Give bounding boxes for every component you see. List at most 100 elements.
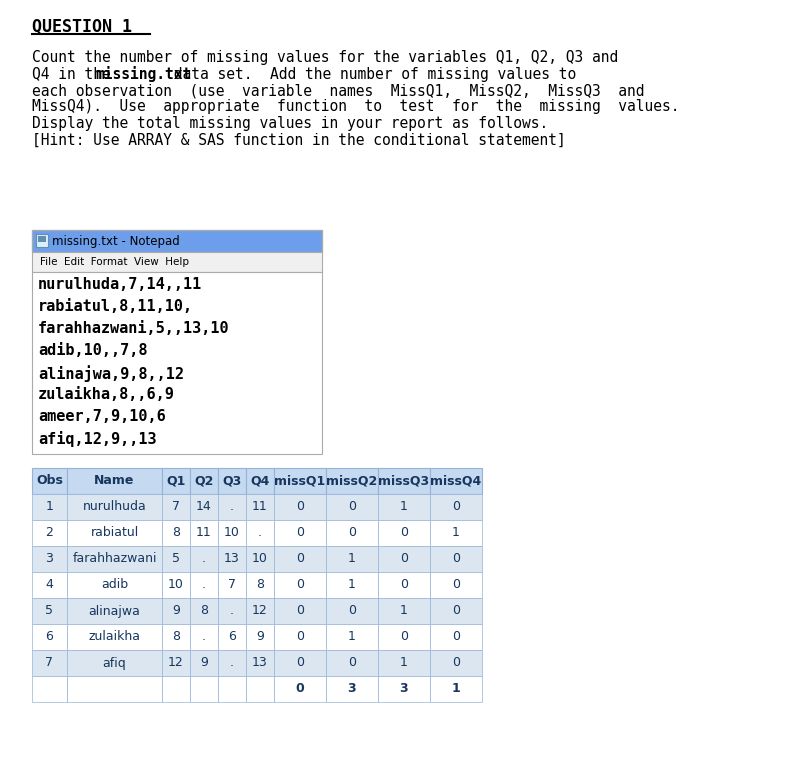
Bar [378, 650, 430, 676]
Bar [32, 230, 322, 252]
Text: 3: 3 [400, 683, 408, 695]
Text: .: . [202, 553, 206, 565]
Text: missing.txt - Notepad: missing.txt - Notepad [52, 235, 180, 247]
Bar [162, 468, 190, 494]
Bar [274, 520, 326, 546]
Bar [162, 598, 190, 624]
Bar [246, 624, 274, 650]
Bar [190, 494, 218, 520]
Text: adib: adib [101, 579, 128, 591]
Bar [218, 520, 246, 546]
Text: Name: Name [94, 475, 135, 487]
Bar [32, 494, 67, 520]
Text: 0: 0 [296, 657, 304, 669]
Text: 1: 1 [45, 500, 54, 514]
Text: 7: 7 [172, 500, 180, 514]
Text: 5: 5 [172, 553, 180, 565]
Text: 8: 8 [172, 630, 180, 644]
Bar [218, 546, 246, 572]
Text: Q2: Q2 [195, 475, 213, 487]
Text: 0: 0 [348, 526, 356, 540]
Bar [378, 468, 430, 494]
Text: missing.txt: missing.txt [96, 66, 191, 82]
Text: 3: 3 [45, 553, 54, 565]
Text: Q3: Q3 [222, 475, 242, 487]
Text: 0: 0 [452, 579, 460, 591]
Text: missQ2: missQ2 [326, 475, 378, 487]
Bar [326, 468, 378, 494]
Text: each observation  (use  variable  names  MissQ1,  MissQ2,  MissQ3  and: each observation (use variable names Mis… [32, 83, 645, 98]
Bar [32, 572, 67, 598]
Text: 0: 0 [452, 553, 460, 565]
Bar [190, 624, 218, 650]
Bar [190, 598, 218, 624]
Text: missQ3: missQ3 [379, 475, 430, 487]
Text: .: . [258, 526, 262, 540]
Text: 7: 7 [45, 657, 54, 669]
Text: [Hint: Use ARRAY & SAS function in the conditional statement]: [Hint: Use ARRAY & SAS function in the c… [32, 132, 566, 148]
Bar [430, 650, 482, 676]
Bar [190, 650, 218, 676]
Bar [378, 572, 430, 598]
Text: 12: 12 [168, 657, 184, 669]
Text: 0: 0 [452, 657, 460, 669]
Bar [326, 572, 378, 598]
Text: nurulhuda: nurulhuda [83, 500, 146, 514]
Text: .: . [230, 604, 234, 618]
Text: alinajwa,9,8,,12: alinajwa,9,8,,12 [38, 365, 184, 382]
Text: 13: 13 [252, 657, 268, 669]
Text: 0: 0 [296, 630, 304, 644]
Bar [218, 494, 246, 520]
Text: 6: 6 [45, 630, 54, 644]
Bar [430, 494, 482, 520]
Text: 1: 1 [348, 630, 356, 644]
Text: 14: 14 [196, 500, 212, 514]
Text: ameer,7,9,10,6: ameer,7,9,10,6 [38, 409, 165, 424]
Text: Count the number of missing values for the variables Q1, Q2, Q3 and: Count the number of missing values for t… [32, 50, 618, 65]
Text: 10: 10 [168, 579, 184, 591]
Bar [218, 572, 246, 598]
Bar [67, 494, 162, 520]
Text: 0: 0 [296, 683, 304, 695]
Text: 0: 0 [452, 604, 460, 618]
Bar [38, 240, 46, 242]
Bar [274, 468, 326, 494]
Bar [430, 546, 482, 572]
Text: 7: 7 [228, 579, 236, 591]
Text: 1: 1 [400, 500, 408, 514]
Text: 5: 5 [45, 604, 54, 618]
Text: rabiatul: rabiatul [90, 526, 139, 540]
Text: data set.  Add the number of missing values to: data set. Add the number of missing valu… [165, 66, 577, 81]
Bar [430, 676, 482, 702]
Text: zulaikha,8,,6,9: zulaikha,8,,6,9 [38, 387, 175, 402]
Bar [246, 676, 274, 702]
Bar [430, 468, 482, 494]
Bar [32, 252, 322, 272]
Bar [326, 546, 378, 572]
Bar [274, 676, 326, 702]
Bar [162, 546, 190, 572]
Text: 0: 0 [296, 526, 304, 540]
Text: afiq,12,9,,13: afiq,12,9,,13 [38, 431, 157, 447]
Text: 0: 0 [296, 604, 304, 618]
Text: 0: 0 [400, 553, 408, 565]
Bar [32, 624, 67, 650]
Bar [32, 468, 67, 494]
Text: 1: 1 [348, 553, 356, 565]
Text: 9: 9 [256, 630, 264, 644]
Text: 1: 1 [348, 579, 356, 591]
Text: 0: 0 [452, 630, 460, 644]
Bar [218, 468, 246, 494]
Bar [246, 598, 274, 624]
Text: farahhazwani,5,,13,10: farahhazwani,5,,13,10 [38, 321, 230, 336]
Bar [67, 520, 162, 546]
Bar [162, 494, 190, 520]
Bar [246, 494, 274, 520]
Bar [67, 468, 162, 494]
Bar [326, 598, 378, 624]
Bar [430, 520, 482, 546]
Text: MissQ4).  Use  appropriate  function  to  test  for  the  missing  values.: MissQ4). Use appropriate function to tes… [32, 99, 680, 114]
Bar [274, 546, 326, 572]
Bar [32, 676, 67, 702]
Bar [274, 624, 326, 650]
